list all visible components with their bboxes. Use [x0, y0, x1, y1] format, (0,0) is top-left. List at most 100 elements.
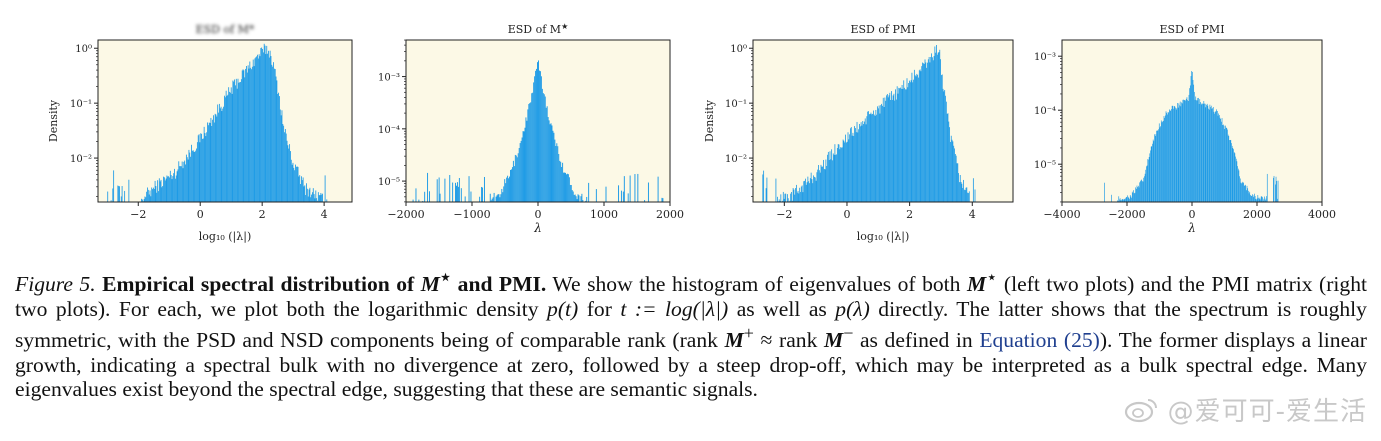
histogram-bar — [1144, 176, 1145, 202]
histogram-bar — [865, 124, 867, 202]
histogram-bar — [959, 182, 960, 202]
histogram-bar — [1218, 113, 1219, 202]
histogram-bar — [822, 166, 824, 202]
histogram-bar — [914, 75, 916, 202]
histogram-bar — [1178, 103, 1180, 202]
histogram-bar — [1143, 177, 1145, 202]
histogram-bar — [293, 167, 295, 202]
histogram-bar — [1187, 101, 1189, 202]
histogram-bar — [180, 166, 182, 202]
histogram-bar — [956, 163, 958, 202]
histogram-bar — [1243, 182, 1244, 202]
histogram-bar — [1153, 141, 1155, 202]
histogram-bar — [141, 198, 142, 202]
axes-1: −2 0 2 4 10⁰ 10⁻¹ 10⁻² — [70, 39, 353, 221]
histogram-bar — [232, 80, 234, 202]
caption-math-t-def: t := log(|λ|) — [620, 296, 729, 321]
histogram-bar — [197, 135, 199, 202]
histogram-bar — [503, 186, 505, 202]
histogram-bar — [311, 192, 313, 202]
histogram-bar — [157, 180, 159, 202]
caption-sup-minus: − — [843, 323, 854, 344]
histogram-bar — [141, 199, 143, 202]
histogram-bar — [797, 190, 799, 202]
histogram-bar — [843, 140, 845, 202]
histogram-bar — [885, 100, 887, 202]
histogram-bar — [301, 180, 303, 202]
caption-rank-2: rank — [779, 328, 818, 353]
histogram-bar — [964, 190, 966, 202]
histogram-bar — [1196, 100, 1197, 202]
histogram-bar — [551, 125, 553, 202]
histogram-bar — [1248, 190, 1249, 202]
histogram-bar — [1126, 196, 1128, 202]
histogram-bar — [295, 164, 296, 202]
histogram-bar — [264, 45, 266, 202]
histogram-bar — [854, 128, 856, 202]
histogram-bar — [662, 198, 664, 202]
histogram-bar — [576, 199, 578, 202]
histogram-bar — [821, 166, 823, 202]
histogram-bar — [482, 187, 484, 202]
histogram-bar — [905, 89, 907, 202]
histogram-bar — [202, 138, 203, 202]
histogram-bar — [163, 176, 164, 202]
histogram-bar — [1262, 200, 1264, 202]
histogram-bar — [220, 106, 222, 202]
histogram-bar — [296, 166, 298, 202]
histogram-bar — [855, 132, 857, 202]
equation-reference-link[interactable]: Equation (25) — [979, 328, 1100, 353]
histogram-bar — [262, 49, 263, 203]
histogram-bar — [1146, 166, 1147, 202]
histogram-bar — [974, 189, 976, 202]
histogram-bar — [208, 122, 210, 202]
histogram-bar — [1134, 192, 1136, 202]
histogram-bar — [929, 62, 931, 203]
histogram-bar — [229, 92, 231, 202]
histogram-bar — [842, 139, 844, 202]
x-tick-label: −2 — [130, 208, 146, 221]
histogram-bar — [510, 169, 511, 202]
histogram-bar — [895, 89, 896, 202]
histogram-bar — [284, 129, 286, 202]
histogram-bar — [185, 164, 186, 202]
histogram-bar — [299, 175, 301, 202]
histogram-bar — [1277, 180, 1279, 202]
histogram-bar — [1225, 127, 1227, 202]
caption-paragraph: Figure 5. Empirical spectral distributio… — [15, 265, 1367, 402]
histogram-bar — [1154, 134, 1155, 202]
histogram-bar — [303, 186, 305, 202]
histogram-bar — [897, 93, 899, 202]
histogram-bar — [173, 173, 175, 202]
histogram-bar — [827, 151, 829, 202]
histogram-bar — [175, 175, 177, 202]
histogram-bar — [972, 178, 974, 202]
histogram-bar — [858, 129, 860, 202]
histogram-bar — [1246, 185, 1248, 202]
histogram-bar — [427, 172, 429, 202]
histogram-bar — [263, 43, 265, 202]
panel-2-title-text: ESD of M — [508, 23, 561, 36]
histogram-bar — [508, 178, 510, 202]
histogram-bar — [877, 108, 879, 202]
histogram-bar — [152, 187, 154, 202]
histogram-bar — [159, 181, 161, 202]
histogram-bar — [1191, 71, 1192, 202]
histogram-bar — [766, 177, 768, 202]
histogram-bar — [1163, 116, 1165, 202]
histogram-bar — [849, 134, 851, 202]
histogram-bar — [235, 85, 236, 202]
histogram-bar — [1131, 197, 1132, 202]
histogram-bar — [943, 91, 945, 202]
histogram-bar — [968, 193, 969, 202]
histogram-bar — [1265, 198, 1267, 202]
histogram-bar — [901, 84, 903, 202]
histogram-bar — [181, 161, 183, 202]
histogram-bar — [259, 56, 261, 202]
histogram-bar — [1219, 115, 1220, 202]
histogram-bar — [1258, 197, 1259, 202]
plot-frame — [752, 39, 1014, 203]
histogram-bar — [850, 127, 852, 202]
histogram-bar — [864, 118, 866, 202]
histogram-bar — [1142, 181, 1143, 202]
